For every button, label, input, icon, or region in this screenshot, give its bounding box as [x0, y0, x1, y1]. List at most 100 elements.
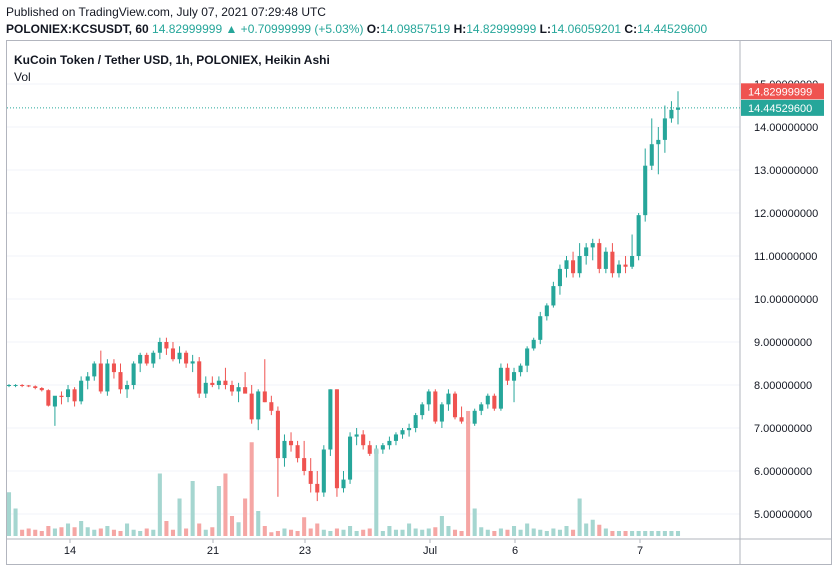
volume-bar [72, 527, 77, 536]
candle-body [387, 440, 392, 446]
candle-body [315, 483, 320, 493]
candle-body [72, 389, 77, 402]
y-tick-label: 9.00000000 [754, 337, 812, 349]
candle-body [630, 256, 635, 267]
volume-bar [374, 448, 379, 536]
candle-body [656, 139, 661, 145]
candle-body [433, 391, 438, 422]
volume-bar [420, 529, 425, 536]
candle-body [439, 404, 444, 422]
volume-bar [584, 523, 589, 536]
volume-bar [498, 528, 503, 536]
low-label: L: [539, 22, 551, 36]
close-price-label: 14.44529600 [748, 103, 812, 115]
volume-bar [243, 498, 248, 536]
candle-body [6, 385, 12, 386]
volume-bar [544, 531, 549, 536]
candle-body [170, 348, 176, 360]
close-value: 14.44529600 [637, 22, 708, 36]
candle-body [157, 342, 162, 353]
volume-bar [492, 531, 497, 536]
candle-body [669, 109, 674, 119]
candle-body [518, 365, 523, 373]
candle-body [203, 382, 208, 394]
high-price-tag [741, 83, 824, 100]
candle-body [426, 391, 431, 405]
candle-body [584, 247, 589, 256]
volume-bar [518, 529, 523, 536]
candle-body [118, 372, 123, 390]
y-tick-label: 8.00000000 [754, 380, 812, 392]
candle-body [459, 417, 464, 422]
volume-bar [643, 531, 648, 536]
volume-bar [315, 523, 320, 536]
close-price-tag [741, 99, 824, 116]
y-tick-label: 6.00000000 [754, 466, 812, 478]
candle-body [288, 440, 294, 446]
high-value: 14.82999999 [466, 22, 537, 36]
candle-body [321, 449, 326, 493]
volume-bar [341, 529, 346, 536]
volume-bar [275, 531, 280, 536]
ohlc-legend: POLONIEX:KCSUSDT, 60 14.82999999 ▲ +0.70… [6, 22, 707, 36]
candle-body [662, 118, 667, 140]
volume-bar [190, 481, 195, 536]
candle-body [275, 410, 280, 459]
candle-body [348, 436, 353, 480]
candle-body [472, 410, 477, 424]
candle-body [675, 107, 681, 110]
candle-body [39, 388, 44, 391]
candle-body [354, 434, 359, 437]
open-value: 14.09857519 [380, 22, 451, 36]
volume-bar [505, 529, 510, 536]
volume-bar [531, 528, 536, 536]
volume-bar [479, 527, 484, 536]
candle-body [479, 404, 484, 411]
volume-bar [675, 531, 681, 536]
candle-body [190, 361, 195, 364]
candle-body [223, 380, 228, 385]
close-label: C: [624, 22, 638, 36]
candle-body [85, 376, 90, 381]
candle-body [105, 363, 110, 392]
candle-body [420, 404, 425, 416]
candle-body [571, 260, 576, 274]
y-tick-label: 13.00000000 [754, 165, 818, 177]
volume-bar [144, 528, 149, 536]
candle-body [269, 402, 274, 411]
volume-bar [577, 498, 582, 536]
published-caption: Published on TradingView.com, July 07, 2… [6, 5, 326, 19]
volume-bar [249, 442, 254, 536]
volume-bar [669, 531, 674, 536]
volume-bar [636, 531, 641, 536]
volume-bar [118, 531, 123, 536]
volume-bar [354, 531, 359, 536]
volume-bar [459, 531, 464, 536]
candle-body [643, 165, 648, 216]
candle-body [544, 305, 549, 317]
y-tick-label: 5.00000000 [754, 509, 812, 521]
candle-body [498, 367, 503, 409]
candle-body [46, 390, 51, 406]
x-tick-label: 14 [64, 545, 76, 557]
candle-body [138, 354, 143, 364]
volume-bar [321, 529, 326, 536]
high-price-label: 14.82999999 [748, 86, 812, 98]
candle-body [184, 352, 189, 364]
candle-body [236, 387, 241, 392]
candle-body [295, 445, 300, 459]
candle-body [551, 286, 556, 306]
volume-bar [151, 529, 156, 536]
volume-bar [400, 529, 405, 536]
volume-bar [59, 527, 64, 536]
candle-body [400, 430, 405, 435]
y-tick-label: 12.00000000 [754, 208, 818, 220]
volume-bar [452, 529, 458, 536]
candle-body [33, 386, 38, 389]
x-tick-label: Jul [423, 545, 437, 557]
volume-bar [393, 529, 399, 536]
volume-bar [125, 523, 130, 536]
volume-bar [282, 528, 287, 536]
volume-bar [170, 529, 176, 536]
